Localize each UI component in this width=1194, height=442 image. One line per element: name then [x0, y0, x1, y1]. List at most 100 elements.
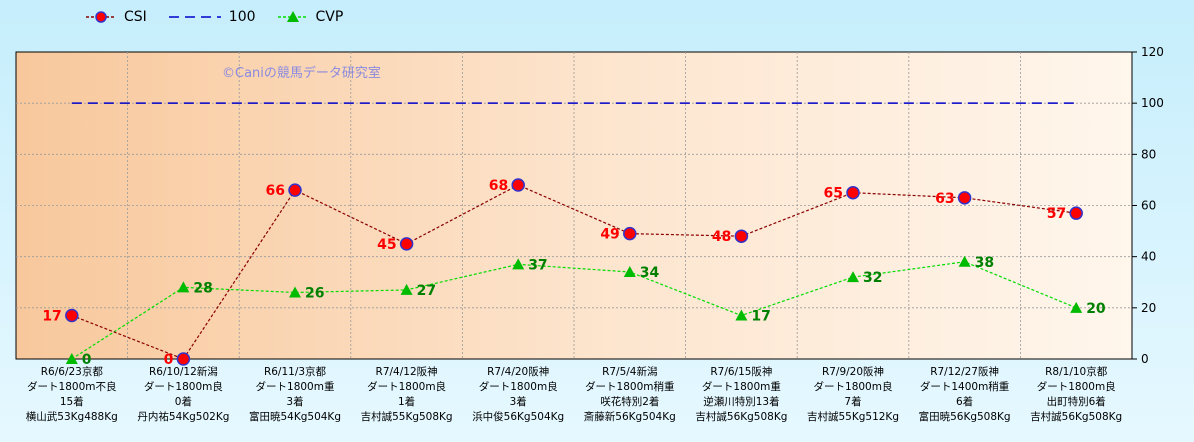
cvp-marker	[735, 309, 748, 321]
cvp-data-label: 27	[417, 283, 436, 299]
x-category-line: 1着	[398, 395, 415, 408]
x-category-line: R7/9/20阪神	[822, 365, 884, 378]
y-tick-label: 100	[1141, 96, 1164, 110]
csi-marker	[1069, 206, 1083, 220]
csi-marker	[399, 237, 414, 251]
x-category-line: ダート1800m良	[479, 380, 558, 393]
x-category-line: 横山武53Kg488Kg	[26, 410, 118, 423]
cvp-data-label: 17	[751, 309, 770, 325]
csi-marker	[176, 352, 191, 366]
csi-data-label: 45	[377, 237, 396, 253]
x-category-line: 富田暁54Kg504Kg	[249, 410, 341, 423]
x-category-line: 15着	[60, 395, 84, 408]
cvp-marker	[65, 353, 78, 364]
csi-data-label: 65	[824, 186, 843, 202]
csi-marker	[65, 308, 79, 323]
series-line-cvp	[71, 261, 1077, 360]
cvp-marker	[177, 281, 190, 293]
legend-label-cvp: CVP	[315, 9, 344, 25]
x-category-line: 斎藤新56Kg504Kg	[584, 410, 676, 423]
x-category-line: R6/10/12新潟	[149, 365, 218, 378]
cvp-data-label: 26	[305, 285, 324, 301]
cvp-marker	[1070, 301, 1083, 313]
x-category-line: ダート1800m重	[256, 380, 335, 393]
x-category-line: R7/4/12阪神	[376, 365, 438, 378]
legend-csi-marker-icon	[86, 11, 116, 23]
y-tick-label: 40	[1141, 250, 1156, 264]
cvp-data-label: 20	[1086, 301, 1106, 317]
x-category-line: 丹内祐54Kg502Kg	[137, 410, 229, 423]
x-category-line: 浜中俊56Kg504Kg	[472, 410, 564, 423]
x-category-line: 3着	[286, 395, 303, 408]
x-category-line: 3着	[510, 395, 527, 408]
csi-marker	[288, 183, 302, 197]
legend-cvp-marker-icon	[277, 11, 308, 22]
cvp-data-label: 38	[975, 255, 994, 271]
csi-data-label: 63	[935, 191, 954, 207]
y-tick-label: 80	[1141, 147, 1156, 161]
csi-data-label: 57	[1047, 206, 1066, 222]
csi-data-label: 68	[489, 178, 508, 194]
cvp-marker	[400, 283, 413, 295]
cvp-data-label: 37	[528, 257, 547, 273]
y-tick-label: 0	[1141, 352, 1149, 366]
cvp-data-label: 28	[193, 280, 212, 296]
x-category-line: 吉村誠56Kg508Kg	[1030, 410, 1122, 423]
x-category-line: 出町特別6着	[1047, 395, 1106, 408]
x-category-line: R8/1/10京都	[1045, 365, 1108, 378]
csi-marker	[623, 226, 637, 241]
x-category-line: ダート1800m稍重	[585, 380, 674, 393]
cvp-data-label: 32	[863, 270, 882, 286]
x-category-line: R7/5/4新潟	[602, 365, 657, 378]
cvp-marker	[289, 286, 301, 298]
y-axis: 0 20 40 60 80 100 120	[1132, 45, 1164, 366]
x-category-line: ダート1400m稍重	[920, 380, 1009, 393]
y-tick-label: 20	[1141, 301, 1156, 315]
csi-data-label: 0	[164, 352, 174, 368]
y-tick-label: 60	[1141, 199, 1156, 213]
x-category-line: 吉村誠56Kg508Kg	[695, 410, 787, 423]
series-line-csi	[71, 184, 1077, 360]
legend-item-cvp: CVP	[276, 9, 344, 25]
legend-item-csi: CSI	[84, 9, 147, 25]
legend-label-100: 100	[228, 9, 256, 25]
cvp-marker	[958, 255, 971, 267]
cvp-data-label: 0	[82, 352, 92, 368]
cvp-marker	[623, 266, 636, 278]
x-category-line: 富田暁56Kg508Kg	[919, 410, 1011, 423]
series-lines	[71, 102, 1077, 360]
series-markers	[65, 178, 1083, 366]
legend: CSI 100 CVP	[84, 6, 363, 28]
watermark-text: ©Caniの競馬データ研究室	[222, 65, 381, 81]
cvp-marker	[847, 271, 859, 283]
y-tick-label: 120	[1141, 45, 1164, 59]
x-category-line: 7着	[844, 395, 861, 408]
legend-item-100: 100	[167, 9, 256, 25]
x-category-line: R6/11/3京都	[264, 365, 327, 378]
x-category-line: 咲花特別2着	[600, 395, 659, 408]
x-category-line: ダート1800m良	[1037, 380, 1116, 393]
x-category-line: ダート1800m重	[702, 380, 781, 393]
legend-label-csi: CSI	[124, 9, 147, 25]
x-category-line: 0着	[175, 395, 192, 408]
x-category-line: ダート1800m良	[367, 380, 446, 393]
x-category-line: 吉村誠55Kg512Kg	[807, 410, 899, 423]
x-category-line: R7/4/20阪神	[487, 365, 549, 378]
csi-data-label: 66	[266, 183, 285, 199]
csi-data-label: 17	[42, 309, 61, 325]
x-category-line: R7/6/15阪神	[710, 365, 772, 378]
csi-marker	[511, 178, 525, 192]
data-labels: 0 28 26 27 37 34 17 32 38 20 17 0 66 45 68 49 48 65 63 57	[42, 178, 1106, 368]
cvp-data-label: 34	[640, 265, 660, 281]
x-category-line: ダート1800m不良	[27, 380, 116, 393]
